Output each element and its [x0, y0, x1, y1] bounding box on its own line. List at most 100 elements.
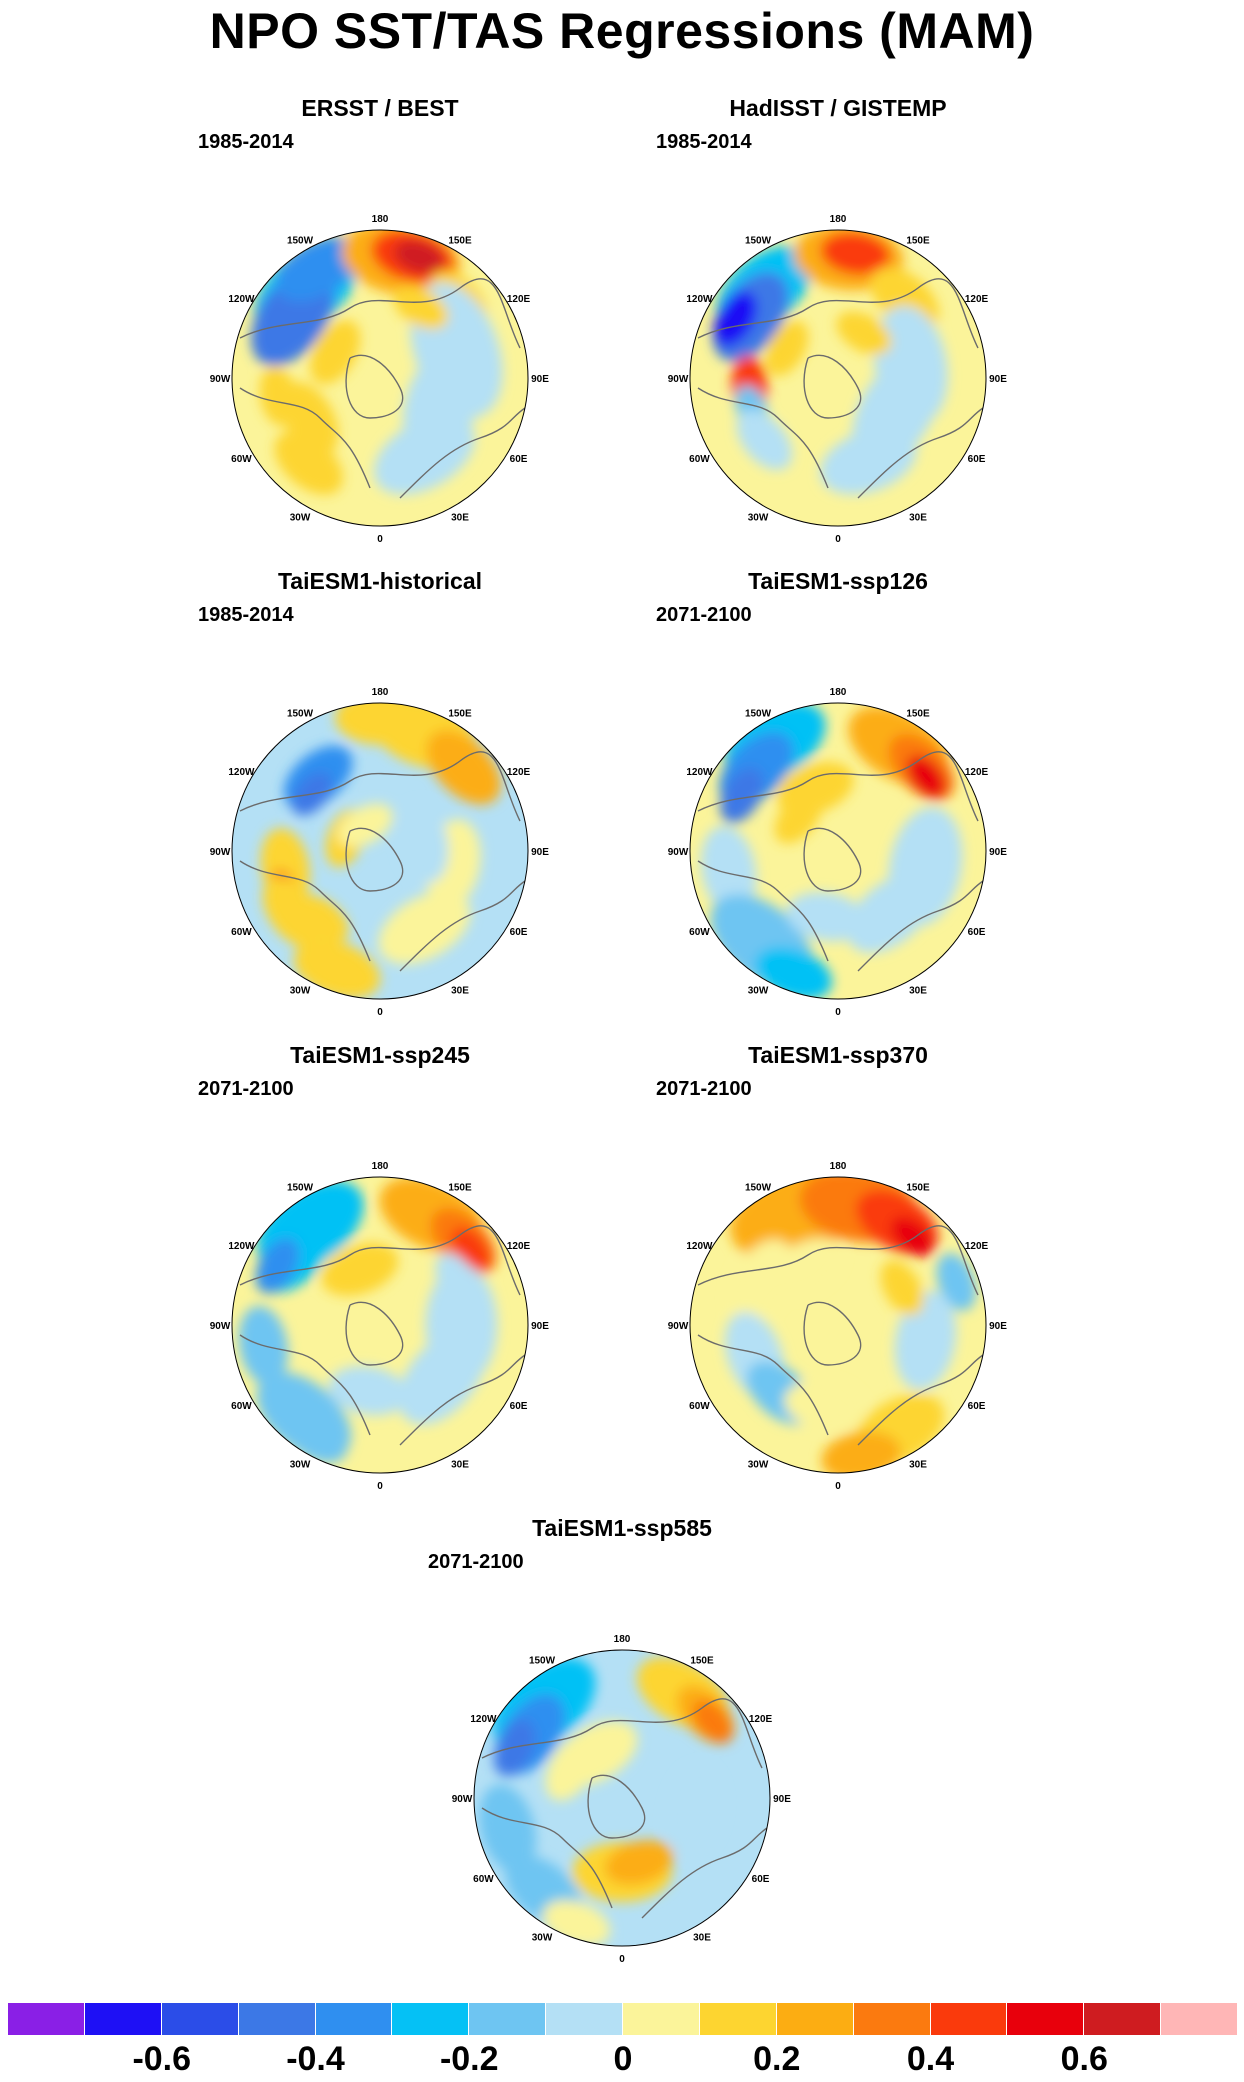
anomaly-blob	[736, 409, 792, 470]
longitude-label: 120W	[686, 1241, 713, 1252]
anomaly-blob	[393, 285, 449, 330]
map-field	[232, 703, 528, 999]
panel-title: TaiESM1-ssp245	[290, 1042, 470, 1068]
longitude-label: 180	[372, 214, 389, 225]
longitude-label: 90W	[210, 374, 231, 385]
polar-map: 180 150E 120E 90E 60E 30E 0 30W 60W 90W 120W 150W	[210, 687, 550, 1018]
map-field	[232, 230, 528, 526]
anomaly-blob	[398, 1330, 486, 1425]
longitude-label: 150W	[745, 235, 772, 246]
polar-map: 180 150E 120E 90E 60E 30E 0 30W 60W 90W 120W 150W	[452, 1634, 792, 1965]
colorbar-box	[1084, 2003, 1162, 2035]
longitude-label: 90E	[989, 847, 1007, 858]
panel-period: 1985-2014	[656, 131, 752, 153]
colorbar-box	[392, 2003, 470, 2035]
longitude-label: 150E	[906, 1182, 930, 1193]
anomaly-blob	[378, 891, 471, 964]
longitude-label: 120W	[686, 294, 713, 305]
colorbar-tick-label: 0.6	[1060, 2040, 1108, 2078]
longitude-label: 30W	[290, 1460, 311, 1471]
panel-title: HadISST / GISTEMP	[729, 95, 947, 121]
panel-period: 2071-2100	[198, 1078, 294, 1100]
anomaly-blob	[847, 873, 934, 953]
polar-map: 180 150E 120E 90E 60E 30E 0 30W 60W 90W 120W 150W	[668, 687, 1008, 1018]
panel-period: 2071-2100	[656, 604, 752, 626]
anomaly-blob	[394, 240, 445, 274]
longitude-label: 150E	[448, 1182, 472, 1193]
colorbar	[8, 2003, 1238, 2035]
longitude-label: 60W	[231, 927, 252, 938]
panel-period: 2071-2100	[428, 1551, 524, 1573]
anomaly-blob	[435, 1253, 479, 1309]
anomaly-blob	[337, 803, 393, 847]
longitude-label: 120E	[965, 767, 989, 778]
anomaly-blob	[692, 1700, 733, 1744]
longitude-label: 60E	[968, 1401, 986, 1412]
anomaly-blob	[720, 768, 764, 823]
panel-period: 1985-2014	[198, 604, 294, 626]
colorbar-tick-label: -0.4	[286, 2040, 345, 2078]
polar-map: 180 150E 120E 90E 60E 30E 0 30W 60W 90W 120W 150W	[210, 1161, 550, 1492]
longitude-label: 60W	[689, 1401, 710, 1412]
longitude-label: 150E	[448, 708, 472, 719]
longitude-label: 30E	[451, 513, 469, 524]
polar-map: 180 150E 120E 90E 60E 30E 0 30W 60W 90W 120W 150W	[668, 214, 1008, 545]
panel-taiesm1-ssp370: TaiESM1-ssp370 2071-2100 180 150E 120E 90E 6…	[608, 1042, 1068, 1512]
longitude-label: 30W	[290, 513, 311, 524]
anomaly-blob	[297, 895, 349, 943]
longitude-label: 90W	[210, 847, 231, 858]
longitude-label: 30W	[748, 1460, 769, 1471]
colorbar-tick-label: 0	[613, 2040, 633, 2078]
longitude-label: 30E	[909, 986, 927, 997]
panel-title: TaiESM1-ssp585	[532, 1515, 712, 1541]
longitude-label: 120E	[965, 294, 989, 305]
longitude-label: 180	[372, 1161, 389, 1172]
anomaly-blob	[321, 1242, 399, 1296]
longitude-label: 120E	[749, 1714, 773, 1725]
colorbar-box	[8, 2003, 85, 2035]
colorbar-box	[623, 2003, 700, 2035]
longitude-label: 150W	[287, 235, 314, 246]
longitude-label: 90W	[668, 847, 689, 858]
panel-title: ERSST / BEST	[301, 95, 459, 121]
anomaly-blob	[426, 730, 501, 805]
coastline	[239, 1225, 526, 1446]
longitude-label: 150E	[690, 1655, 714, 1666]
anomaly-blob	[479, 1784, 537, 1873]
anomaly-blob	[399, 803, 449, 883]
colorbar-box	[546, 2003, 623, 2035]
longitude-label: 180	[372, 687, 389, 698]
map-field	[690, 1177, 986, 1473]
map-field	[690, 230, 986, 526]
longitude-label: 180	[830, 1161, 847, 1172]
anomaly-blob	[667, 1766, 723, 1856]
longitude-label: 30E	[909, 513, 927, 524]
coastline	[239, 278, 526, 499]
colorbar-tick-label: -0.2	[439, 2040, 499, 2078]
longitude-label: 60E	[968, 454, 986, 465]
anomaly-blob	[768, 1238, 842, 1297]
colorbar-box	[776, 2003, 854, 2035]
panel-taiesm1-ssp585: TaiESM1-ssp585 2071-2100 180 150E 120E 90E 6…	[392, 1515, 852, 1985]
longitude-label: 90E	[531, 1321, 549, 1332]
longitude-label: 30E	[909, 1460, 927, 1471]
colorbar-box	[238, 2003, 316, 2035]
longitude-label: 120E	[965, 1241, 989, 1252]
longitude-label: 150E	[906, 708, 930, 719]
anomaly-blob	[494, 1719, 536, 1777]
longitude-label: 0	[619, 1954, 625, 1965]
colorbar-box	[930, 2003, 1008, 2035]
longitude-label: 150W	[287, 708, 314, 719]
longitude-label: 30E	[451, 986, 469, 997]
longitude-label: 120W	[470, 1714, 497, 1725]
anomaly-blob	[604, 1840, 674, 1885]
longitude-label: 120E	[507, 294, 531, 305]
anomaly-blob	[894, 1290, 957, 1390]
longitude-label: 120W	[228, 1241, 255, 1252]
longitude-label: 60W	[473, 1874, 494, 1885]
anomaly-blob	[373, 415, 475, 495]
panel-taiesm1-ssp126: TaiESM1-ssp126 2071-2100 180 150E 120E 90E 6…	[608, 568, 1068, 1038]
panel-taiesm1-ssp245: TaiESM1-ssp245 2071-2100 180 150E 120E 90E 6…	[150, 1042, 610, 1512]
map-frame	[689, 702, 987, 1000]
anomaly-blob	[713, 291, 758, 347]
